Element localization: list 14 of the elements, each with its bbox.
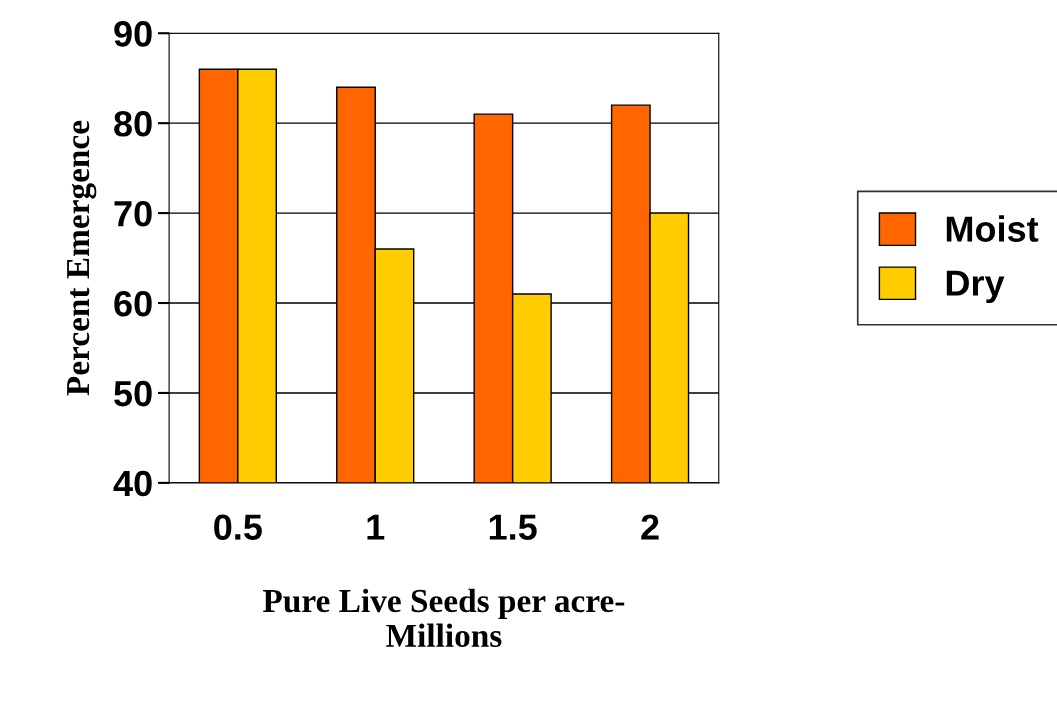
- x-axis-title: Pure Live Seeds per acre- Millions: [263, 588, 625, 648]
- x-tick-label: 0.5: [214, 514, 262, 540]
- y-tick-label: 40: [113, 470, 152, 497]
- y-axis-title: Percent Emergence: [67, 120, 97, 396]
- y-tick-label: 90: [114, 21, 152, 47]
- y-tick-label: 80: [114, 111, 152, 137]
- y-tick-label: 50: [114, 380, 152, 407]
- legend-label: Moist: [946, 215, 1039, 242]
- y-tick-label: 70: [114, 200, 152, 227]
- y-tick-label: 60: [114, 290, 152, 317]
- legend-label: Dry: [946, 270, 1005, 304]
- x-tick-label: 1: [367, 514, 385, 540]
- x-tick-label: 1.5: [489, 514, 537, 540]
- x-tick-label: 2: [641, 514, 659, 540]
